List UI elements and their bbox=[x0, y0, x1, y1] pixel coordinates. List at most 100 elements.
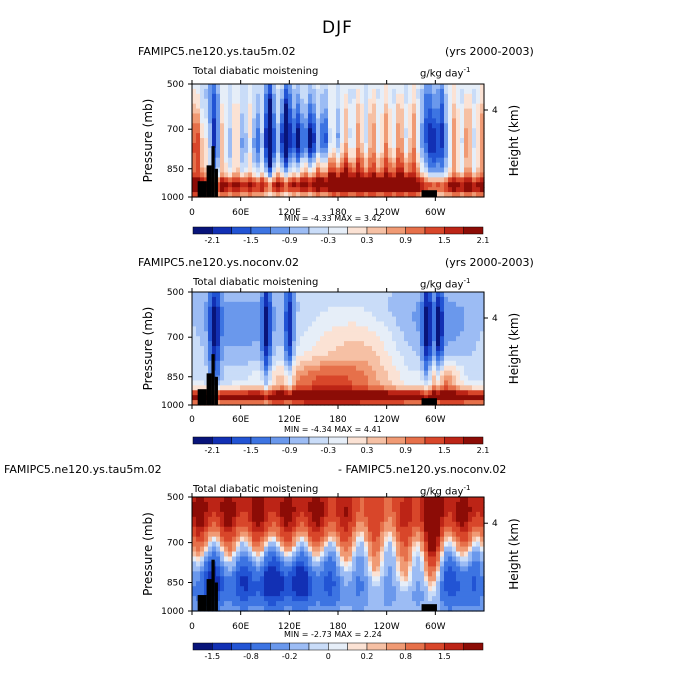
heatmap-cell bbox=[296, 187, 301, 193]
heatmap-cell bbox=[312, 162, 317, 169]
heatmap-cell bbox=[208, 501, 213, 508]
heatmap-cell bbox=[448, 541, 453, 548]
heatmap-cell bbox=[280, 526, 285, 533]
heatmap-cell bbox=[408, 350, 413, 357]
heatmap-cell bbox=[460, 331, 465, 337]
heatmap-cell bbox=[232, 360, 237, 367]
heatmap-cell bbox=[396, 375, 401, 382]
heatmap-cell bbox=[340, 591, 345, 597]
heatmap-cell bbox=[296, 128, 301, 134]
heatmap-cell bbox=[300, 84, 305, 90]
heatmap-cell bbox=[308, 88, 313, 95]
heatmap-cell bbox=[416, 301, 421, 308]
heatmap-cell bbox=[304, 138, 309, 144]
heatmap-cell bbox=[232, 301, 237, 308]
heatmap-cell bbox=[432, 541, 437, 548]
heatmap-cell bbox=[268, 152, 273, 159]
heatmap-cell bbox=[288, 400, 293, 406]
heatmap-cell bbox=[472, 108, 477, 115]
heatmap-cell bbox=[260, 596, 265, 602]
heatmap-cell bbox=[424, 128, 429, 134]
heatmap-cell bbox=[460, 365, 465, 372]
heatmap-cell bbox=[408, 133, 413, 139]
heatmap-cell bbox=[340, 531, 345, 538]
heatmap-cell bbox=[232, 138, 237, 144]
heatmap-cell bbox=[196, 355, 201, 362]
heatmap-cell bbox=[376, 380, 381, 386]
heatmap-cell bbox=[392, 591, 397, 597]
heatmap-cell bbox=[480, 172, 485, 178]
heatmap-cell bbox=[240, 601, 245, 607]
heatmap-cell bbox=[460, 292, 465, 298]
heatmap-cell bbox=[196, 93, 201, 100]
heatmap-cell bbox=[420, 167, 425, 174]
heatmap-cell bbox=[464, 331, 469, 337]
heatmap-cell bbox=[356, 292, 361, 298]
heatmap-cell bbox=[272, 541, 277, 548]
heatmap-cell bbox=[272, 531, 277, 538]
heatmap-cell bbox=[292, 375, 297, 382]
heatmap-cell bbox=[224, 350, 229, 357]
heatmap-cell bbox=[376, 375, 381, 382]
heatmap-cell bbox=[380, 561, 385, 567]
heatmap-cell bbox=[324, 157, 329, 164]
heatmap-cell bbox=[364, 157, 369, 164]
heatmap-cell bbox=[332, 360, 337, 367]
heatmap-cell bbox=[304, 152, 309, 159]
heatmap-cell bbox=[344, 521, 349, 528]
heatmap-cell bbox=[320, 561, 325, 567]
heatmap-cell bbox=[436, 167, 441, 174]
heatmap-cell bbox=[332, 167, 337, 174]
heatmap-cell bbox=[228, 123, 233, 129]
heatmap-cell bbox=[468, 142, 473, 149]
heatmap-cell bbox=[380, 98, 385, 105]
heatmap-cell bbox=[216, 346, 221, 352]
heatmap-cell bbox=[320, 108, 325, 115]
heatmap-cell bbox=[280, 360, 285, 367]
heatmap-cell bbox=[292, 133, 297, 139]
heatmap-cell bbox=[280, 118, 285, 124]
heatmap-cell bbox=[244, 526, 249, 533]
heatmap-cell bbox=[356, 551, 361, 558]
heatmap-cell bbox=[432, 177, 437, 183]
heatmap-cell bbox=[400, 375, 405, 382]
heatmap-cell bbox=[336, 561, 341, 567]
heatmap-cell bbox=[384, 341, 389, 347]
heatmap-cell bbox=[372, 561, 377, 567]
heatmap-cell bbox=[264, 516, 269, 523]
heatmap-cell bbox=[252, 571, 257, 577]
heatmap-cell bbox=[316, 561, 321, 567]
heatmap-cell bbox=[200, 385, 205, 391]
heatmap-cell bbox=[412, 128, 417, 134]
heatmap-cell bbox=[284, 591, 289, 597]
heatmap-cell bbox=[384, 118, 389, 124]
heatmap-cell bbox=[400, 152, 405, 159]
heatmap-cell bbox=[244, 103, 249, 110]
heatmap-cell bbox=[296, 400, 301, 406]
heatmap-cell bbox=[452, 380, 457, 386]
heatmap-cell bbox=[432, 360, 437, 367]
heatmap-cell bbox=[376, 566, 381, 572]
heatmap-cell bbox=[248, 321, 253, 327]
heatmap-cell bbox=[444, 118, 449, 124]
heatmap-cell bbox=[400, 516, 405, 523]
heatmap-cell bbox=[476, 118, 481, 124]
heatmap-cell bbox=[376, 138, 381, 144]
heatmap-cell bbox=[192, 182, 197, 188]
heatmap-cell bbox=[316, 497, 321, 503]
heatmap-cell bbox=[340, 375, 345, 382]
heatmap-cell bbox=[348, 556, 353, 563]
heatmap-cell bbox=[284, 370, 289, 377]
heatmap-cell bbox=[224, 108, 229, 115]
heatmap-cell bbox=[468, 182, 473, 188]
heatmap-cell bbox=[348, 531, 353, 538]
heatmap-cell bbox=[340, 586, 345, 592]
heatmap-cell bbox=[312, 123, 317, 129]
heatmap-cell bbox=[256, 576, 261, 582]
heatmap-cell bbox=[212, 501, 217, 508]
heatmap-cell bbox=[444, 380, 449, 386]
heatmap-cell bbox=[212, 531, 217, 538]
heatmap-cell bbox=[448, 88, 453, 95]
heatmap-cell bbox=[420, 566, 425, 572]
heatmap-cell bbox=[404, 167, 409, 174]
